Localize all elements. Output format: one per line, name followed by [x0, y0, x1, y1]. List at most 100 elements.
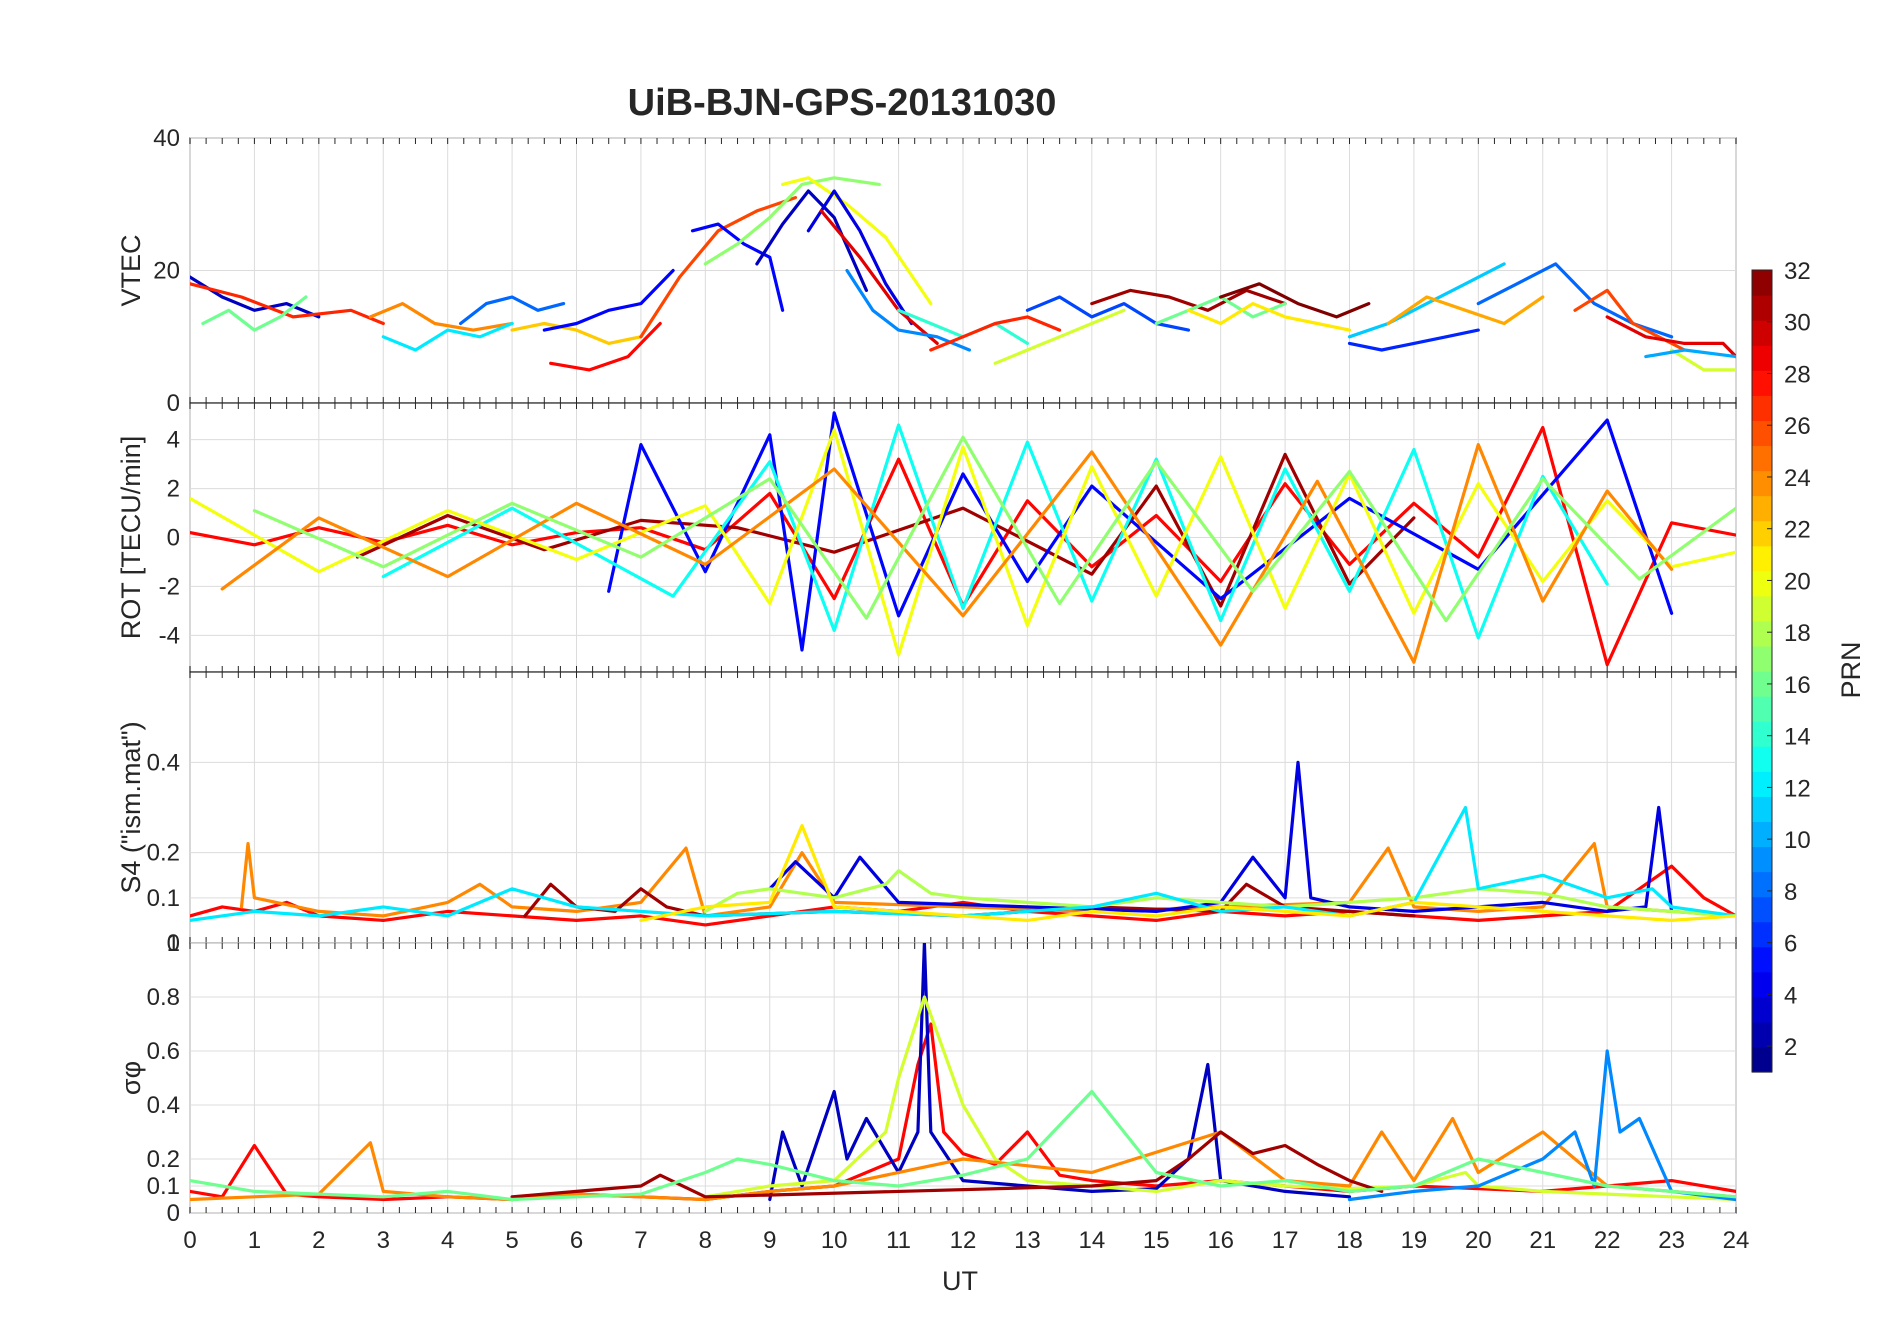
- y-tick-label: 0: [167, 930, 180, 957]
- series-group: [190, 411, 1736, 667]
- series-line-prn-19: [993, 308, 1126, 365]
- series-line-prn-12: [381, 321, 514, 352]
- colorbar-segment: [1752, 846, 1772, 873]
- y-axis-label: VTEC: [116, 234, 146, 306]
- series-line-prn-5: [607, 411, 1674, 652]
- x-tick-label: 8: [699, 1227, 712, 1254]
- colorbar-segment: [1752, 946, 1772, 973]
- y-tick-label: 0: [167, 525, 180, 552]
- colorbar-tick-label: 2: [1784, 1034, 1797, 1061]
- colorbar-segment: [1752, 671, 1772, 697]
- y-tick-label: 0.2: [147, 1146, 180, 1173]
- y-tick-label: 0.8: [147, 984, 180, 1011]
- series-line-prn-21: [1186, 302, 1352, 332]
- series-line-prn-31: [1090, 288, 1287, 312]
- colorbar-segment: [1752, 545, 1772, 572]
- series-line-prn-16: [190, 1089, 1736, 1202]
- x-tick-label: 23: [1658, 1227, 1685, 1254]
- colorbar-segment: [1752, 796, 1772, 822]
- x-tick-label: 12: [950, 1227, 977, 1254]
- colorbar-segment: [1752, 921, 1772, 948]
- colorbar-segment: [1752, 1021, 1772, 1048]
- colorbar-segment: [1752, 871, 1772, 898]
- y-tick-label: 0.1: [147, 885, 180, 912]
- series-line-prn-31: [510, 1130, 1384, 1199]
- x-tick-label: 16: [1207, 1227, 1234, 1254]
- colorbar-tick-label: 24: [1784, 465, 1811, 492]
- x-tick-labels: 0 1 2 3 4 5 6 7 8 9 10 11 12 13 14 15 16 17 18 19 20 21 22 23 24: [183, 1227, 1749, 1254]
- colorbar-tick-label: 18: [1784, 620, 1811, 647]
- y-tick-label: 0.4: [147, 749, 180, 776]
- x-tick-label: 18: [1336, 1227, 1363, 1254]
- y-tick-label: 0: [167, 1200, 180, 1227]
- x-tick-label: 7: [634, 1227, 647, 1254]
- colorbar-segment: [1752, 1046, 1772, 1073]
- series-group: [190, 943, 1736, 1202]
- series-line-prn-19: [1669, 348, 1736, 372]
- y-tick-label: 0.2: [147, 840, 180, 867]
- colorbar-tick-label: 12: [1784, 775, 1811, 802]
- colorbar-tick-label: 6: [1784, 931, 1797, 958]
- series-line-prn-3: [768, 943, 1352, 1202]
- colorbar-segment: [1752, 971, 1772, 998]
- series-line-prn-32: [1219, 282, 1371, 319]
- series-line-prn-29: [819, 209, 939, 345]
- series-line-prn-16: [201, 295, 308, 332]
- colorbar-segment: [1752, 420, 1772, 447]
- x-tick-label: 19: [1401, 1227, 1428, 1254]
- series-line-prn-27: [190, 282, 385, 326]
- series-line-prn-4: [806, 189, 914, 326]
- series-group: [190, 176, 1736, 372]
- y-axis-label: σφ: [116, 1061, 146, 1095]
- x-tick-label: 6: [570, 1227, 583, 1254]
- colorbar-segment: [1752, 270, 1772, 296]
- series-line-prn-12: [190, 805, 1736, 923]
- series-line-prn-28: [549, 321, 662, 372]
- colorbar-segment: [1752, 896, 1772, 923]
- x-tick-label: 17: [1272, 1227, 1299, 1254]
- series-line-prn-9: [1347, 1049, 1736, 1202]
- x-tick-label: 11: [886, 1227, 911, 1254]
- y-tick-label: 40: [153, 125, 180, 152]
- colorbar-frame: [1751, 269, 1773, 1073]
- colorbar-segment: [1752, 645, 1772, 672]
- chart-title: UiB-BJN-GPS-20131030: [628, 82, 1057, 124]
- series-line-prn-29: [1605, 315, 1736, 359]
- colorbar-tick-label: 22: [1784, 517, 1811, 544]
- colorbar-segment: [1752, 721, 1772, 747]
- colorbar-tick-label: 16: [1784, 672, 1811, 699]
- series-line-prn-19: [703, 995, 1736, 1202]
- y-tick-label: 1: [167, 930, 180, 957]
- colorbar-segment: [1752, 746, 1772, 772]
- series-line-prn-8: [459, 295, 566, 326]
- series-line-prn-27: [929, 315, 1062, 352]
- colorbar-tick-label: 14: [1784, 724, 1811, 751]
- series-line-prn-13: [381, 423, 1609, 640]
- series-line-prn-11: [1347, 262, 1506, 339]
- colorbar-segment: [1752, 620, 1772, 647]
- y-tick-label: 0.6: [147, 1038, 180, 1065]
- colorbar-segment: [1752, 445, 1772, 472]
- series-line-prn-22: [510, 321, 643, 345]
- series-line-prn-31: [355, 452, 1416, 608]
- series-line-prn-17: [703, 176, 881, 266]
- x-tick-label: 1: [248, 1227, 261, 1254]
- panel-rot: -4 -2 0 2 4 ROT [TECU/min]: [116, 402, 1737, 673]
- colorbar-segment: [1752, 495, 1772, 522]
- y-tick-label: 2: [167, 476, 180, 503]
- x-tick-label: 20: [1465, 1227, 1492, 1254]
- series-line-prn-6: [1347, 328, 1480, 352]
- x-tick-label: 9: [763, 1227, 776, 1254]
- y-tick-label: 20: [153, 258, 180, 285]
- x-tick-label: 0: [183, 1227, 196, 1254]
- y-axis-label: S4 ("ism.mat"): [116, 721, 146, 893]
- colorbar-segment: [1752, 295, 1772, 321]
- y-tick-label: -2: [159, 573, 180, 600]
- series-group: [190, 760, 1736, 927]
- x-tick-label: 10: [821, 1227, 848, 1254]
- colorbar-tick-label: 4: [1784, 982, 1797, 1009]
- series-line-prn-24: [190, 1116, 1736, 1202]
